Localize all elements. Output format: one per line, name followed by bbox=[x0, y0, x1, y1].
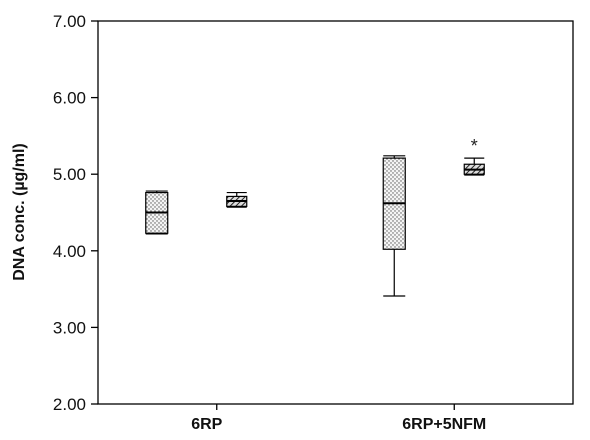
x-axis-ticks bbox=[216, 404, 455, 410]
box-dots bbox=[145, 190, 169, 235]
significance-asterisk: * bbox=[471, 136, 478, 156]
box-hatch bbox=[226, 191, 248, 208]
x-category-label: 6RP+5NFM bbox=[402, 416, 486, 433]
box-hatch bbox=[463, 157, 485, 176]
box-series bbox=[145, 155, 485, 297]
y-tick-label: 4.00 bbox=[53, 242, 86, 261]
y-tick-label: 3.00 bbox=[53, 318, 86, 337]
y-axis-ticks bbox=[91, 20, 98, 405]
significance-annotations: * bbox=[471, 136, 478, 156]
y-tick-label: 7.00 bbox=[53, 12, 86, 31]
x-axis-category-labels: 6RP 6RP+5NFM bbox=[191, 416, 486, 433]
x-category-label: 6RP bbox=[191, 416, 222, 433]
y-tick-label: 2.00 bbox=[53, 395, 86, 414]
y-tick-label: 5.00 bbox=[53, 165, 86, 184]
y-tick-label: 6.00 bbox=[53, 89, 86, 108]
y-axis-title: DNA conc. (µg/ml) bbox=[11, 143, 28, 281]
y-axis-tick-labels: 2.00 3.00 4.00 5.00 6.00 7.00 bbox=[53, 12, 86, 414]
box-dots bbox=[382, 155, 406, 297]
plot-frame bbox=[97, 20, 574, 405]
